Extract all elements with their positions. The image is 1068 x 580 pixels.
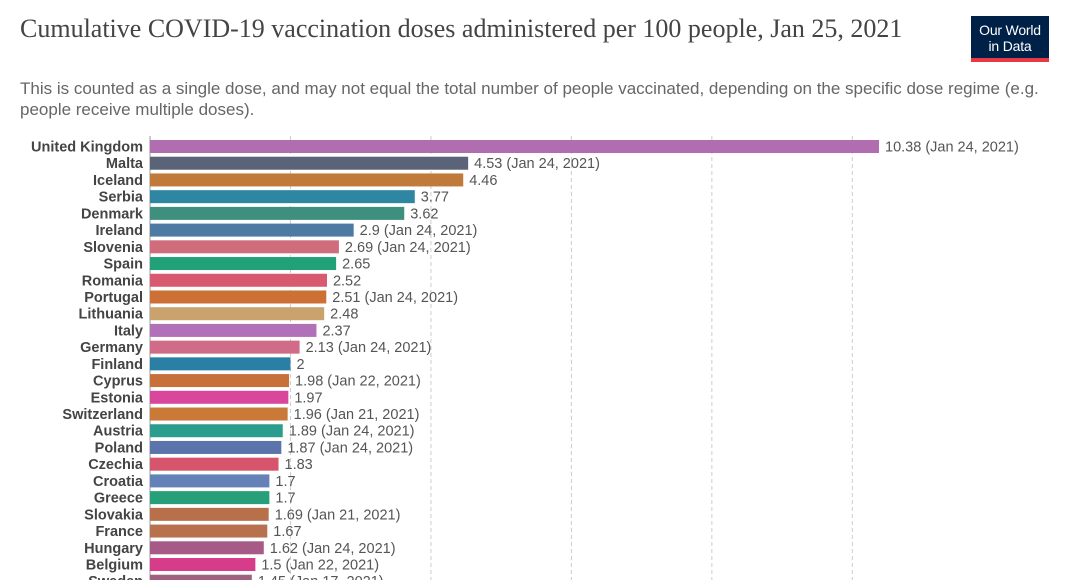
country-label: Germany [80,340,143,356]
bar[interactable] [150,474,270,488]
country-label: Romania [82,273,144,289]
value-label: 3.77 [421,190,449,206]
value-label: 1.98 (Jan 22, 2021) [295,374,421,390]
country-label: Denmark [81,206,144,222]
bar[interactable] [150,507,269,521]
value-label: 1.67 [273,524,301,540]
bar[interactable] [150,457,279,471]
bar[interactable] [150,541,264,555]
bar[interactable] [150,173,464,187]
country-label: Spain [104,257,143,273]
value-label: 1.83 [285,457,313,473]
value-label: 2.9 (Jan 24, 2021) [360,223,478,239]
value-label: 2.13 (Jan 24, 2021) [306,340,432,356]
value-label: 2.65 [342,257,370,273]
value-label: 1.62 (Jan 24, 2021) [270,541,396,557]
country-label: Greece [94,491,143,507]
country-label: Austria [93,424,144,440]
value-label: 2.48 [330,307,358,323]
bar[interactable] [150,140,879,153]
bar[interactable] [150,374,290,388]
value-label: 1.7 [275,474,295,490]
country-label: Italy [114,323,143,339]
value-label: 2.51 (Jan 24, 2021) [332,290,458,306]
country-label: Czechia [88,457,144,473]
value-label: 1.87 (Jan 24, 2021) [287,440,413,456]
value-label: 4.53 (Jan 24, 2021) [474,156,600,172]
bar[interactable] [150,407,288,421]
value-label: 2 [296,357,304,373]
bar[interactable] [150,223,354,237]
bar[interactable] [150,357,291,371]
value-label: 1.96 (Jan 21, 2021) [294,407,420,423]
chart-title: Cumulative COVID-19 vaccination doses ad… [20,14,903,43]
bar[interactable] [150,307,325,321]
bar[interactable] [150,323,317,337]
bar[interactable] [150,156,469,170]
value-label: 2.69 (Jan 24, 2021) [345,240,471,256]
country-label: Switzerland [62,407,143,423]
value-label: 3.62 [410,206,438,222]
country-label: Sweden [88,574,143,580]
country-label: Iceland [93,173,143,189]
value-label: 2.52 [333,273,361,289]
country-label: Malta [106,156,144,172]
bar[interactable] [150,574,252,580]
chart-subtitle: This is counted as a single dose, and ma… [20,79,1039,119]
value-label: 1.97 [294,390,322,406]
bar[interactable] [150,390,289,404]
country-label: Finland [91,357,143,373]
bar[interactable] [150,240,339,254]
bar[interactable] [150,424,283,438]
bar[interactable] [150,206,405,220]
bar[interactable] [150,190,415,204]
bar[interactable] [150,257,337,271]
value-label: 1.69 (Jan 21, 2021) [275,507,401,523]
bar[interactable] [150,340,300,354]
value-label: 2.37 [322,323,350,339]
country-label: Croatia [93,474,144,490]
bar[interactable] [150,491,270,505]
value-label: 1.89 (Jan 24, 2021) [289,424,415,440]
value-label: 1.7 [275,491,295,507]
bar[interactable] [150,440,282,454]
country-label: Slovenia [83,240,144,256]
country-label: Ireland [95,223,143,239]
country-label: Estonia [91,390,144,406]
country-label: Belgium [86,558,143,574]
value-label: 4.46 [469,173,497,189]
bar[interactable] [150,273,327,287]
value-label: 10.38 (Jan 24, 2021) [885,140,1019,156]
country-label: Poland [95,440,143,456]
country-label: Hungary [84,541,143,557]
value-label: 1.45 (Jan 17, 2021) [258,574,384,580]
country-label: Slovakia [84,507,144,523]
country-label: Portugal [84,290,143,306]
country-label: Serbia [99,190,144,206]
bar[interactable] [150,290,327,304]
bar[interactable] [150,524,268,538]
country-label: United Kingdom [31,140,143,156]
bar[interactable] [150,558,256,571]
country-label: France [95,524,143,540]
country-label: Lithuania [79,307,144,323]
value-label: 1.5 (Jan 22, 2021) [261,558,379,574]
country-label: Cyprus [93,374,143,390]
